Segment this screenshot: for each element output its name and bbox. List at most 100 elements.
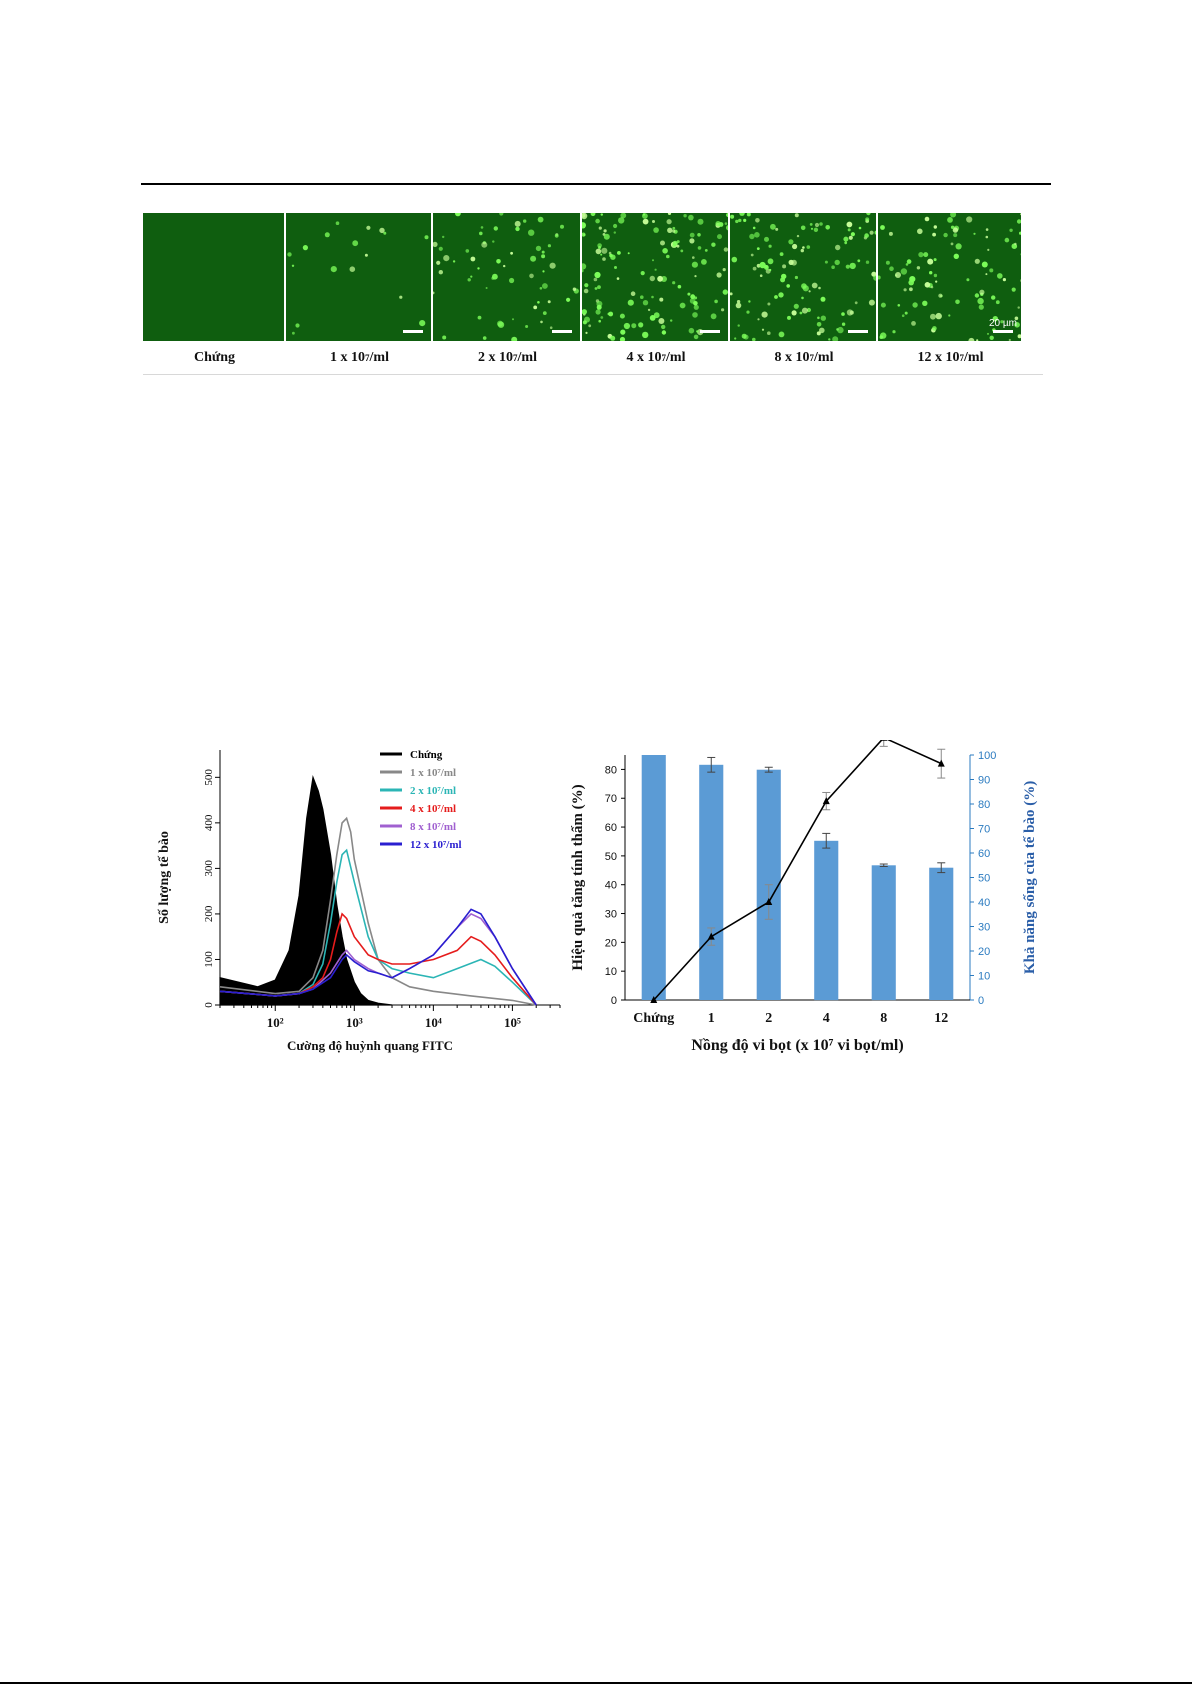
fluorescent-cell (895, 272, 901, 278)
fluorescent-cell (781, 273, 787, 280)
micrograph-cells (287, 221, 429, 335)
fluorescent-cell (905, 263, 909, 266)
fluorescent-cell (515, 226, 520, 232)
fluorescent-cell (616, 277, 620, 280)
fluorescent-cell (947, 217, 953, 223)
fluorescent-cell (584, 283, 589, 288)
fluorescent-cell (620, 213, 627, 219)
fluorescent-cell (470, 256, 476, 262)
fluorescent-cell (748, 300, 751, 303)
fluorescent-cell (672, 240, 678, 246)
fluorescent-cell (935, 280, 938, 283)
fluorescent-cell (438, 270, 443, 275)
fluorescent-cell (642, 218, 649, 225)
fluorescent-cell (540, 320, 543, 324)
fluorescent-cell (335, 221, 340, 225)
fluorescent-cell (836, 328, 839, 331)
fluorescent-cell (482, 336, 487, 340)
fluorescent-cell (582, 232, 586, 237)
fluorescent-cell (857, 259, 861, 263)
fluorescent-cell (767, 258, 774, 265)
x-tick-label: 10⁵ (504, 1015, 521, 1030)
y-tick-label: 400 (203, 814, 215, 831)
fluorescent-cell (759, 274, 763, 277)
fluorescent-cell (738, 218, 742, 223)
fluorescent-cell (903, 288, 907, 292)
category-label: 4 (823, 1011, 830, 1026)
fluorescent-cell (642, 300, 649, 306)
fluorescent-cell (864, 233, 869, 238)
fluorescent-cell (642, 331, 649, 339)
fluorescent-cell (779, 252, 784, 256)
fluorescent-cell (689, 232, 695, 238)
fluorescent-cell (808, 290, 811, 293)
left-tick-label: 0 (611, 995, 617, 1007)
x-axis-label: Cường độ huỳnh quang FITC (287, 1038, 453, 1053)
permeability-marker (937, 759, 945, 767)
fluorescent-cell (880, 302, 886, 308)
fluorescent-cell (933, 273, 938, 278)
fluorescent-cell (755, 218, 760, 223)
fluorescent-cell (721, 308, 725, 312)
fluorescent-cell (992, 316, 998, 322)
fluorescent-cell (598, 319, 601, 323)
fluorescent-cell (989, 268, 994, 273)
micrograph-5 (730, 213, 878, 341)
fluorescent-cell (793, 303, 799, 309)
histogram-series-3 (219, 912, 537, 1006)
fluorescent-cell (640, 271, 645, 276)
scale-label: 20 µm (989, 318, 1017, 329)
fluorescent-cell (974, 258, 980, 264)
fluorescent-cell (764, 236, 769, 242)
fluorescent-cell (492, 240, 495, 243)
fluorescent-cell (977, 297, 984, 305)
fluorescent-cell (722, 289, 728, 295)
right-axis-label: Khả năng sống của tế bào (%) (1022, 781, 1038, 974)
fluorescent-cell (743, 218, 747, 222)
micrograph-cells (878, 213, 1021, 341)
fluorescent-cell (542, 283, 548, 289)
fluorescent-cell (880, 332, 887, 339)
fluorescent-cell (716, 272, 722, 278)
fluorescent-cell (724, 222, 728, 225)
fluorescent-cell (757, 318, 760, 321)
fluorescent-cell (582, 269, 584, 273)
fluorescent-cell (911, 321, 916, 326)
fluorescent-cell (609, 253, 613, 258)
fluorescent-cell (901, 314, 905, 317)
fluorescent-cell (661, 330, 667, 335)
fluorescent-cell (537, 216, 544, 223)
micrograph-cells (143, 213, 286, 341)
fluorescent-cell (383, 231, 387, 235)
fluorescent-cell (547, 300, 551, 304)
right-tick-label: 40 (978, 897, 990, 909)
fluorescent-cell (549, 262, 556, 269)
fluorescent-cell (841, 312, 845, 316)
fluorescent-cell (752, 226, 756, 230)
x-axis-label: Nồng độ vi bọt (x 10⁷ vi bọt/ml) (691, 1037, 903, 1054)
fluorescent-cell (981, 261, 988, 268)
fluorescent-cell (916, 266, 921, 270)
y-tick-label: 0 (203, 1002, 215, 1008)
fluorescent-cell (595, 218, 600, 224)
fluorescent-cell (865, 260, 870, 264)
fluorescent-cell (525, 325, 529, 328)
fluorescent-cell (692, 312, 698, 318)
fluorescent-cell (541, 250, 545, 254)
fluorescent-cell (379, 227, 385, 234)
fluorescent-cell (987, 332, 989, 335)
fluorescent-cell (734, 337, 737, 340)
fluorescent-cell (652, 220, 655, 223)
fluorescent-cell (950, 225, 955, 229)
fluorescent-cell (868, 299, 875, 306)
fluorescent-cell (352, 240, 359, 247)
fluorescent-cell (995, 300, 1000, 305)
fluorescent-cell (704, 249, 708, 252)
fluorescent-cell (649, 275, 655, 282)
fluorescent-cell (904, 311, 908, 315)
scale-bar (700, 330, 720, 333)
fluorescent-cell (730, 292, 733, 296)
fluorescent-cell (593, 277, 598, 282)
fluorescent-cell (510, 251, 513, 255)
fluorescent-cell (465, 249, 470, 253)
